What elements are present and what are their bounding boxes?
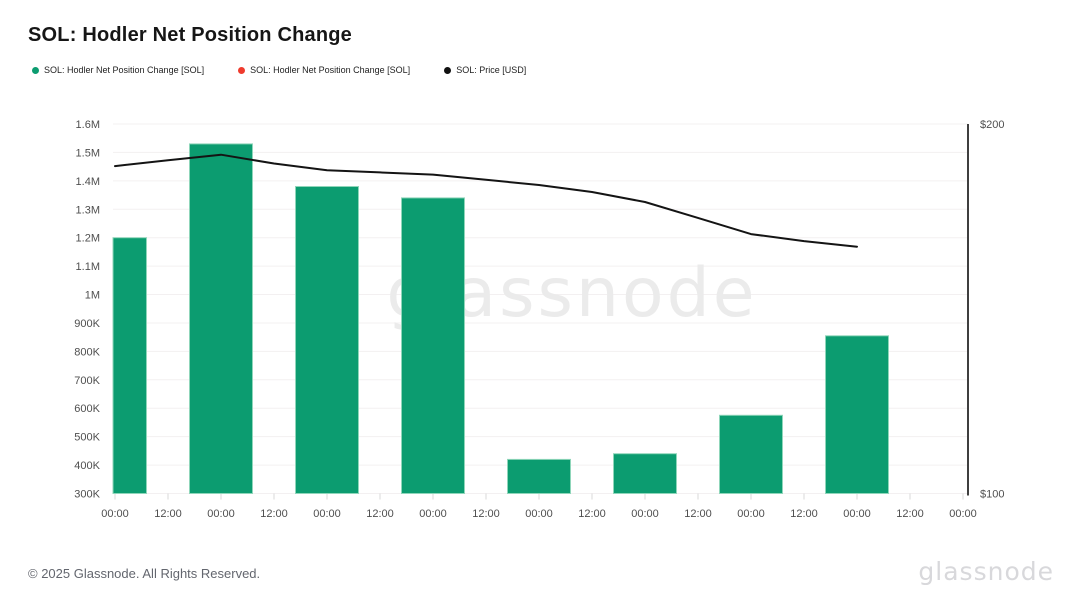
x-axis-label: 12:00 (154, 508, 182, 520)
x-axis-label: 00:00 (101, 508, 129, 520)
hodler-net-position-bar[interactable] (825, 335, 889, 494)
hodler-net-position-bar[interactable] (507, 458, 571, 494)
x-axis-label: 12:00 (684, 508, 712, 520)
legend-dot-icon (444, 66, 452, 74)
y-axis-label: 1.2M (76, 233, 100, 245)
legend-item-label: SOL: Hodler Net Position Change [SOL] (44, 65, 205, 75)
legend-item-2[interactable]: SOL: Price [USD] (444, 65, 526, 75)
hodler-net-position-bar[interactable] (719, 414, 783, 494)
x-axis-label: 12:00 (260, 508, 288, 520)
x-axis-label: 00:00 (525, 508, 553, 520)
x-axis-label: 00:00 (313, 508, 341, 520)
page-title: SOL: Hodler Net Position Change (28, 24, 352, 46)
x-axis-label: 00:00 (949, 508, 977, 520)
y-axis-label: 1.5M (76, 147, 100, 159)
right-axis-label: $200 (980, 119, 1004, 131)
y-axis-label: 700K (74, 375, 100, 387)
y-axis-label: 1.1M (76, 261, 100, 273)
x-axis-label: 00:00 (737, 508, 765, 520)
y-axis-label: 500K (74, 432, 100, 444)
price-chart-canvas[interactable]: 300K 400K 500K 600K 700K 800K 900K 1M 1.1M 1.2M 1.… (0, 0, 1080, 545)
legend-dot-icon (32, 66, 39, 74)
y-axis-label: 1.6M (76, 119, 100, 131)
glassnode-logo: glassnode (918, 557, 1054, 586)
x-axis-label: 00:00 (207, 508, 235, 520)
x-axis-label: 12:00 (896, 508, 924, 520)
y-axis-label: 600K (74, 403, 100, 415)
x-axis-label: 12:00 (472, 508, 500, 520)
price-line[interactable] (114, 153, 858, 248)
y-axis-label: 1.4M (76, 176, 100, 188)
chart-legend: SOL: Hodler Net Position Change [SOL] SOL… (32, 65, 526, 75)
hodler-net-position-bar[interactable] (613, 453, 677, 495)
x-axis-label: 00:00 (419, 508, 447, 520)
right-axis-label: $100 (980, 489, 1004, 501)
x-axis-label: 00:00 (631, 508, 659, 520)
hodler-net-position-bar[interactable] (401, 197, 465, 494)
y-axis-label: 900K (74, 318, 100, 330)
y-axis-label: 1M (85, 290, 100, 302)
copyright-text: © 2025 Glassnode. All Rights Reserved. (28, 566, 261, 581)
x-axis-label: 12:00 (578, 508, 606, 520)
x-axis-label: 00:00 (843, 508, 871, 520)
legend-dot-icon (238, 66, 246, 74)
hodler-net-position-bar[interactable] (189, 143, 253, 494)
hodler-net-position-bar[interactable] (112, 237, 147, 494)
y-axis-label: 400K (74, 460, 100, 472)
legend-item-0[interactable]: SOL: Hodler Net Position Change [SOL] (32, 65, 204, 75)
legend-item-label: SOL: Price [USD] (456, 65, 527, 75)
y-axis-label: 1.3M (76, 204, 100, 216)
legend-item-label: SOL: Hodler Net Position Change [SOL] (250, 65, 411, 75)
y-axis-label: 800K (74, 346, 100, 358)
y-axis-label: 300K (74, 489, 100, 501)
hodler-net-position-bar[interactable] (295, 186, 359, 494)
legend-item-1[interactable]: SOL: Hodler Net Position Change [SOL] (238, 65, 410, 75)
x-axis-label: 12:00 (790, 508, 818, 520)
x-axis-label: 12:00 (366, 508, 394, 520)
